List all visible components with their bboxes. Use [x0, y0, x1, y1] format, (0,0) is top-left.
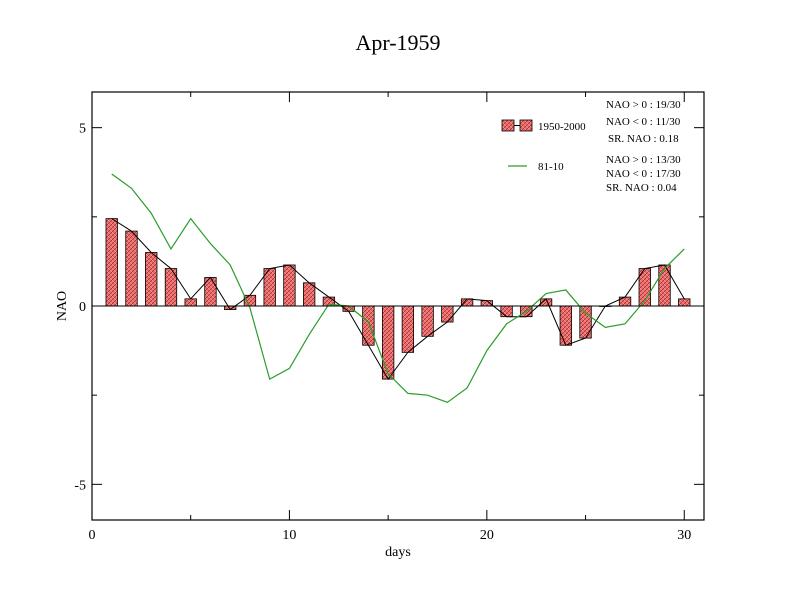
lines-group	[111, 173, 685, 403]
y-tick-label: -5	[74, 478, 86, 493]
x-tick-label: 0	[89, 528, 96, 543]
ticks-group: 0 10 20 30 5 0 -5	[74, 92, 704, 543]
stat-1950-2000-negative: NAO < 0 : 11/30	[606, 116, 681, 128]
y-tick-label: 5	[79, 122, 86, 137]
bar-day-25	[579, 305, 592, 339]
bar-day-24	[559, 305, 572, 346]
bar-day-2	[125, 230, 138, 307]
x-tick-label: 20	[480, 528, 494, 543]
bar-day-30	[678, 298, 691, 307]
chart-title: Apr-1959	[355, 30, 440, 55]
bar-day-19	[460, 298, 474, 307]
legend-label-1950-2000: 1950-2000	[538, 121, 586, 133]
stat-1950-2000-srnao: SR. NAO : 0.18	[608, 133, 679, 145]
bar-day-10	[283, 264, 296, 307]
bar-day-15	[381, 305, 395, 380]
bar-day-5	[184, 298, 197, 307]
legend-bar-swatch-left	[501, 119, 515, 132]
x-tick-label: 10	[282, 528, 296, 543]
bar-day-3	[145, 252, 158, 307]
series-81-10-line	[111, 173, 685, 403]
stat-1950-2000-positive: NAO > 0 : 19/30	[606, 99, 681, 111]
y-tick-label: 0	[79, 300, 86, 315]
bar-day-21	[500, 305, 513, 318]
x-tick-label: 30	[677, 528, 691, 543]
bar-day-17	[421, 305, 434, 337]
legend-bar-swatch-right	[519, 119, 533, 132]
stat-81-10-srnao: SR. NAO : 0.04	[606, 182, 677, 194]
legend: 1950-2000 81-10 NAO > 0 : 19/30 NAO < 0 …	[501, 99, 681, 194]
stat-81-10-positive: NAO > 0 : 13/30	[606, 154, 681, 166]
bar-day-1	[105, 218, 118, 307]
bar-day-16	[401, 305, 415, 353]
series-1950-2000-line	[111, 218, 685, 381]
stat-81-10-negative: NAO < 0 : 17/30	[606, 168, 681, 180]
y-axis-label: NAO	[55, 291, 70, 321]
bar-day-18	[441, 305, 454, 323]
bar-day-14	[362, 305, 375, 346]
bars-group	[105, 218, 691, 380]
bar-day-8	[243, 294, 257, 307]
legend-label-81-10: 81-10	[538, 161, 564, 173]
x-axis-label: days	[385, 545, 411, 560]
